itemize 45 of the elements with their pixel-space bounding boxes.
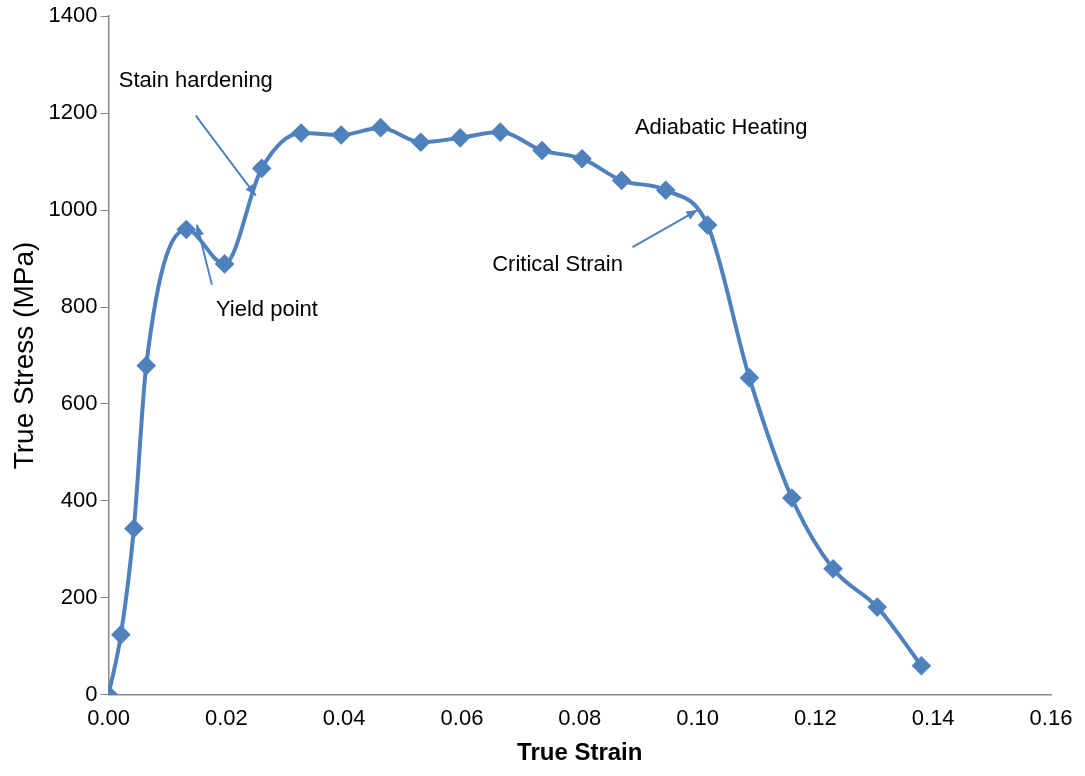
annotation: Yield point: [215, 295, 318, 321]
point: [656, 181, 675, 200]
y-tick-label: 1400: [48, 2, 98, 28]
y-tick-label: 0: [85, 680, 98, 706]
point: [533, 141, 552, 160]
point: [252, 159, 271, 178]
point: [124, 519, 143, 538]
y-tick-label: 1200: [48, 99, 98, 125]
point: [612, 171, 631, 190]
annotation: Stain hardening: [118, 66, 273, 92]
y-axis-title: True Stress (MPa): [7, 241, 39, 470]
point: [782, 489, 801, 508]
point: [215, 254, 234, 273]
y-tick-label: 200: [60, 583, 98, 609]
point: [111, 625, 130, 644]
annotation: Critical Strain: [492, 251, 623, 277]
x-tick-label: 0.04: [322, 705, 366, 731]
point: [491, 123, 510, 142]
x-tick-label: 0.14: [911, 705, 955, 731]
point: [177, 220, 196, 239]
point: [912, 656, 931, 675]
point: [451, 128, 470, 147]
x-tick-label: 0.00: [87, 705, 130, 731]
x-tick-label: 0.02: [204, 705, 248, 731]
y-tick-label: 1000: [48, 196, 98, 222]
x-tick-label: 0.10: [676, 705, 719, 731]
point: [868, 598, 887, 617]
point: [740, 368, 759, 387]
point: [411, 133, 430, 152]
x-tick-label: 0.06: [440, 705, 484, 731]
x-tick-label: 0.16: [1029, 705, 1073, 731]
y-tick-label: 800: [60, 293, 98, 319]
point: [573, 149, 592, 168]
point: [698, 216, 717, 235]
point: [824, 559, 843, 578]
point: [137, 356, 156, 375]
point: [292, 124, 311, 143]
x-tick-label: 0.12: [793, 705, 837, 731]
point: [371, 118, 390, 137]
point: [332, 125, 351, 144]
x-axis-title: True Strain: [517, 738, 643, 766]
y-tick-label: 600: [60, 390, 98, 416]
x-tick-label: 0.08: [558, 705, 602, 731]
annotation: Adiabatic Heating: [634, 114, 808, 140]
y-tick-label: 400: [60, 486, 98, 512]
